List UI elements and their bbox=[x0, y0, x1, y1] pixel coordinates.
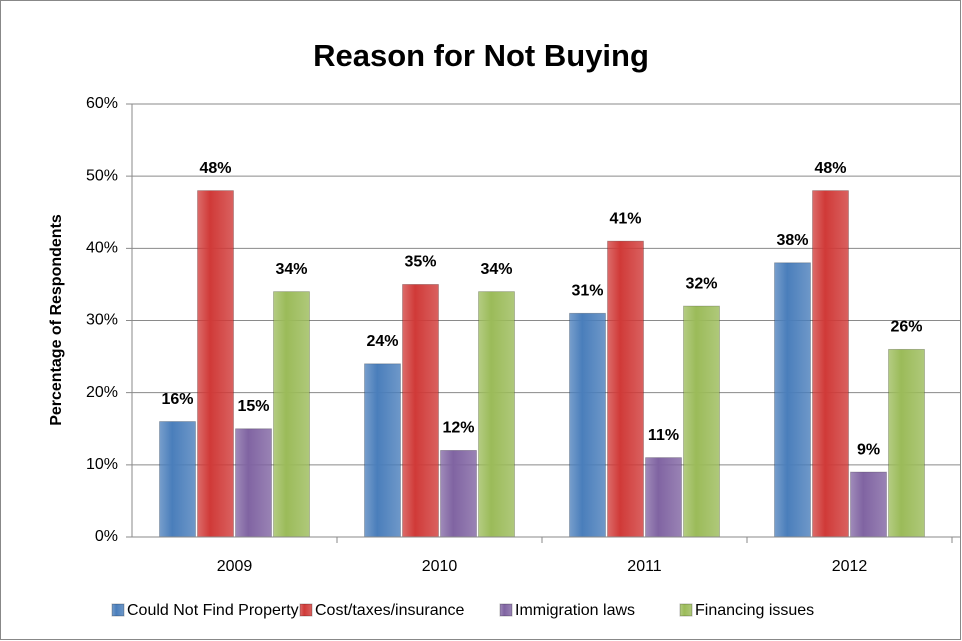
value-label: 34% bbox=[480, 261, 512, 278]
legend-swatch bbox=[299, 603, 313, 617]
legend-label: Could Not Find Property bbox=[127, 602, 299, 619]
x-tick-label: 2009 bbox=[217, 558, 253, 575]
y-axis-title: Percentage of Respondents bbox=[48, 214, 65, 426]
bar bbox=[402, 284, 439, 538]
legend-swatch bbox=[499, 603, 513, 617]
value-label: 26% bbox=[890, 319, 922, 336]
bar bbox=[440, 449, 477, 538]
value-label: 48% bbox=[814, 160, 846, 177]
value-label: 32% bbox=[685, 275, 717, 292]
value-label: 9% bbox=[857, 441, 880, 458]
value-label: 24% bbox=[366, 333, 398, 350]
value-label: 35% bbox=[404, 254, 436, 271]
legend-swatch bbox=[679, 603, 693, 617]
bar bbox=[273, 291, 310, 538]
bar bbox=[364, 363, 401, 538]
bar bbox=[235, 428, 272, 538]
bar bbox=[159, 421, 196, 538]
y-tick-label: 60% bbox=[86, 95, 118, 112]
value-label: 48% bbox=[199, 160, 231, 177]
value-label: 31% bbox=[571, 283, 603, 300]
bar bbox=[812, 190, 849, 538]
value-label: 38% bbox=[776, 232, 808, 249]
bar bbox=[478, 291, 515, 538]
y-tick-label: 30% bbox=[86, 312, 118, 329]
y-tick-label: 10% bbox=[86, 456, 118, 473]
bar bbox=[774, 262, 811, 538]
value-label: 34% bbox=[275, 261, 307, 278]
bar bbox=[607, 240, 644, 538]
x-tick-label: 2011 bbox=[627, 558, 662, 575]
legend-label: Immigration laws bbox=[515, 602, 635, 619]
bar bbox=[197, 190, 234, 538]
legend-label: Financing issues bbox=[695, 602, 814, 619]
bar bbox=[683, 305, 720, 538]
x-tick-label: 2010 bbox=[422, 558, 458, 575]
y-tick-label: 20% bbox=[86, 384, 118, 401]
legend-label: Cost/taxes/insurance bbox=[315, 602, 465, 619]
y-tick-label: 50% bbox=[86, 167, 118, 184]
y-tick-label: 40% bbox=[86, 240, 118, 257]
bar bbox=[850, 471, 887, 538]
legend-swatch bbox=[111, 603, 125, 617]
value-label: 12% bbox=[442, 420, 474, 437]
value-label: 16% bbox=[161, 391, 193, 408]
y-tick-label: 0% bbox=[95, 528, 118, 545]
bar bbox=[569, 312, 606, 538]
bar bbox=[645, 457, 682, 538]
value-label: 15% bbox=[237, 398, 269, 415]
value-label: 11% bbox=[648, 427, 679, 444]
bar bbox=[888, 348, 925, 538]
chart-title: Reason for Not Buying bbox=[313, 38, 649, 73]
x-tick-label: 2012 bbox=[832, 558, 868, 575]
value-label: 41% bbox=[609, 210, 641, 227]
